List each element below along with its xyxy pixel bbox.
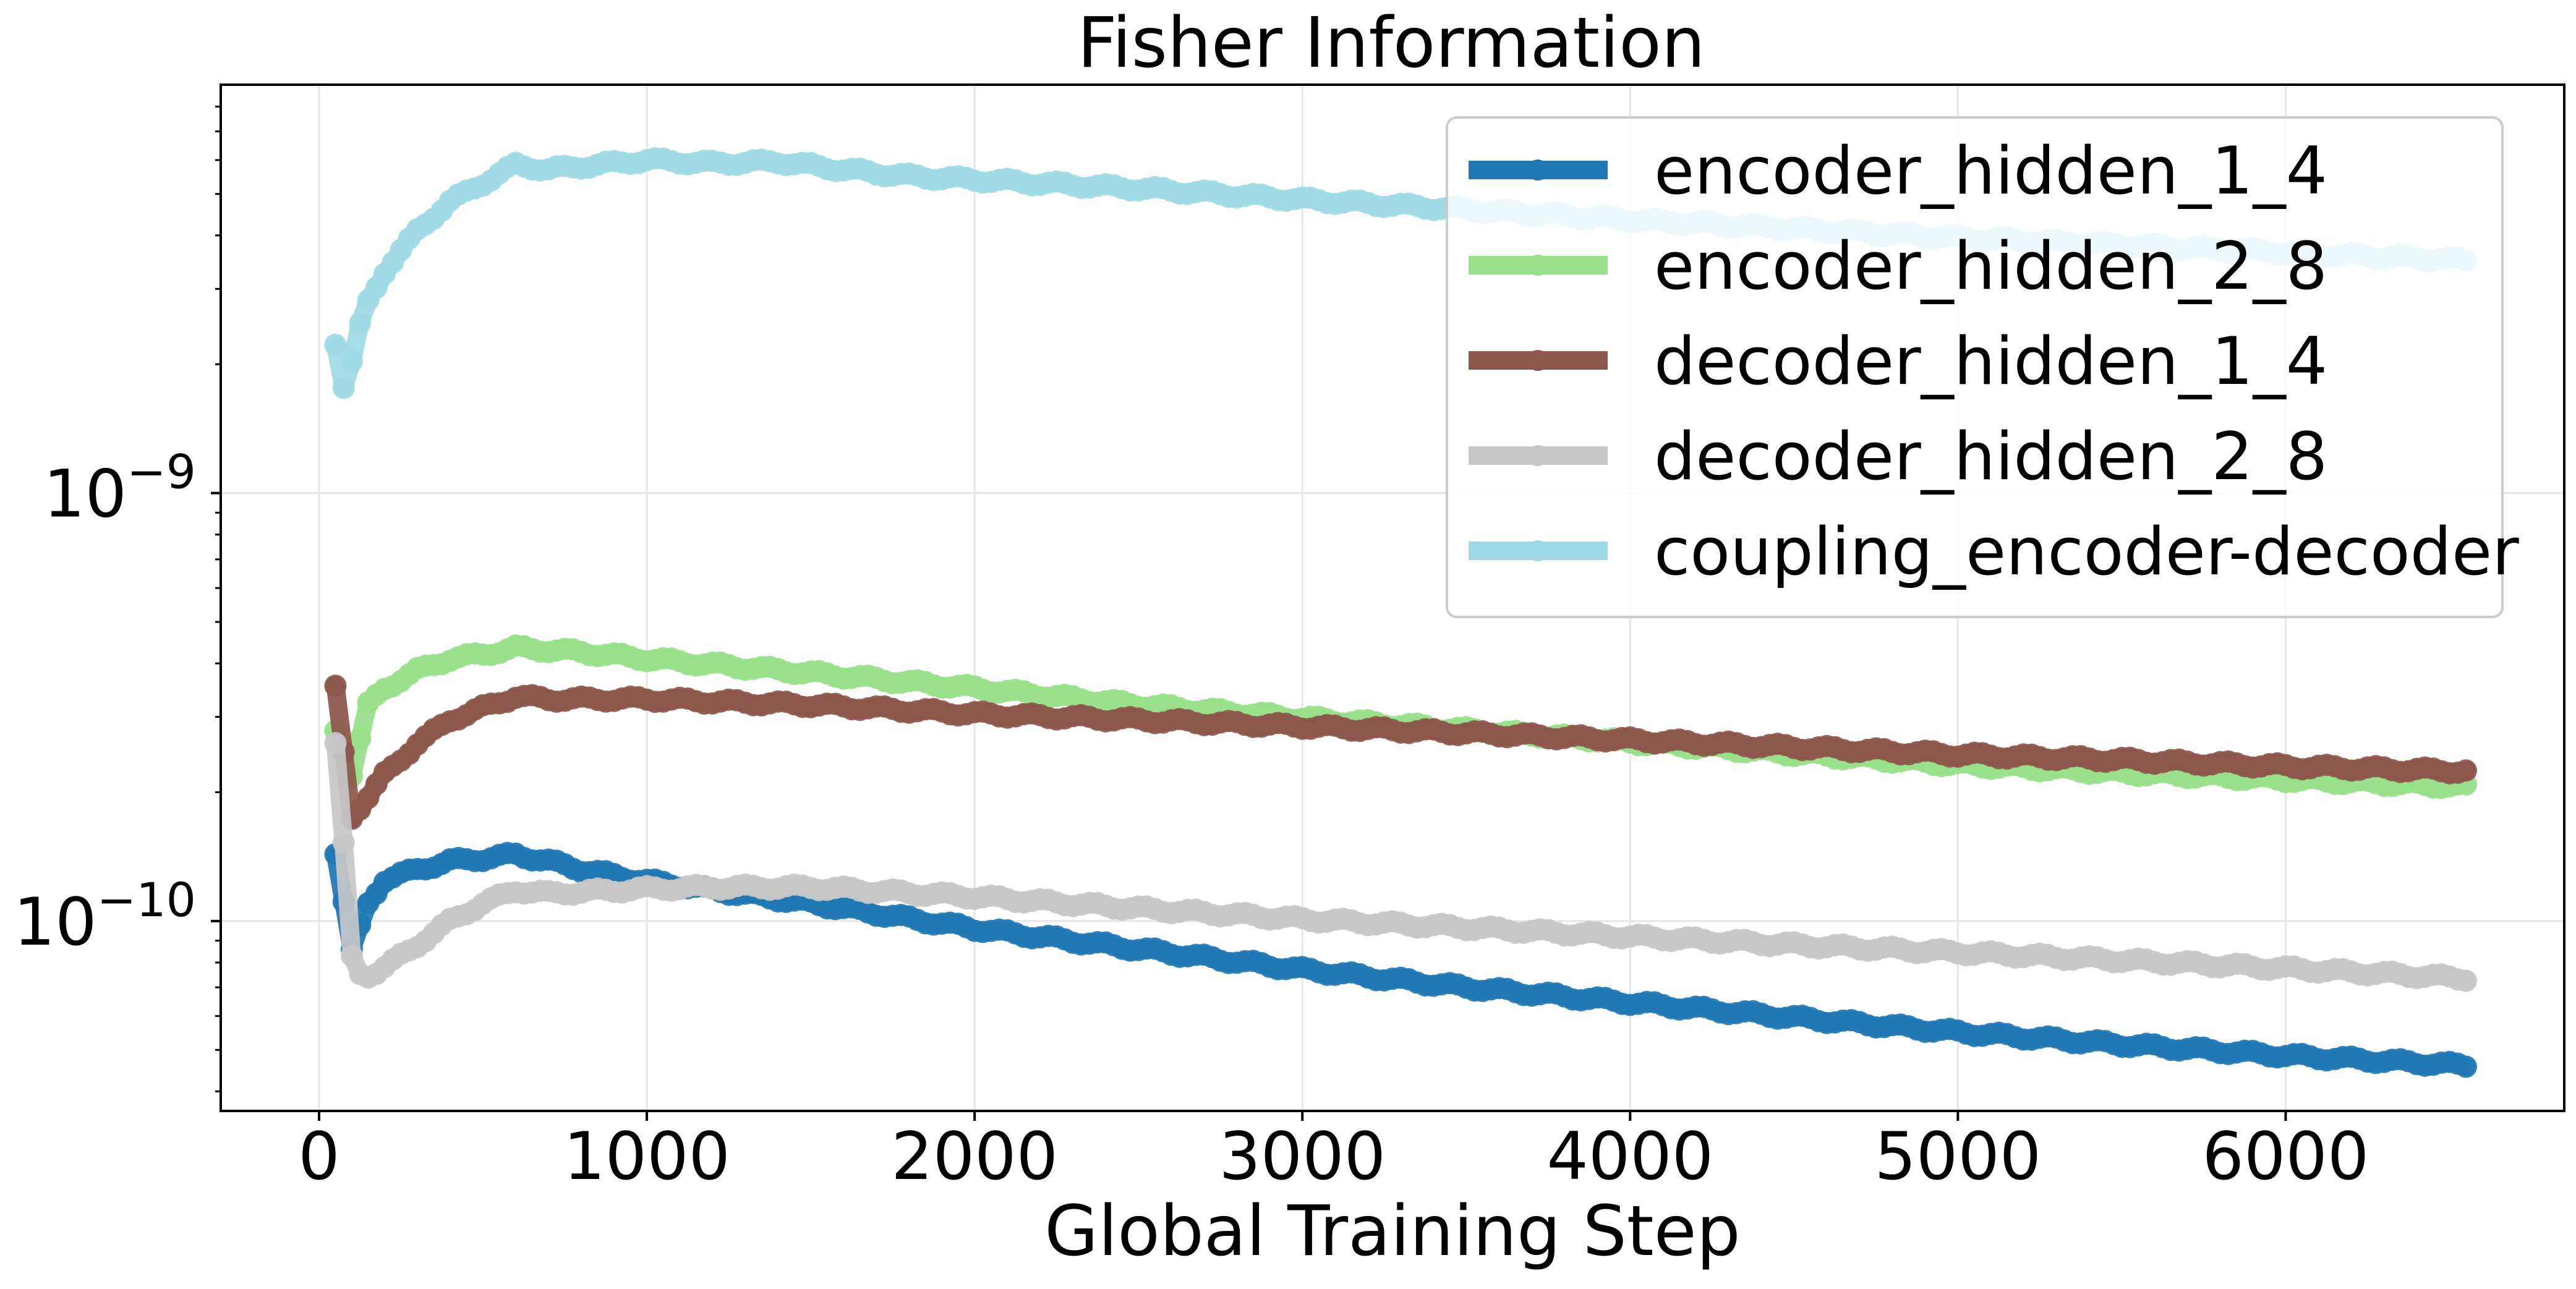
legend-item: decoder_hidden_2_8: [1469, 419, 2327, 495]
series-decoder_hidden_1_4: [324, 674, 2477, 830]
legend-swatch-marker: [1527, 445, 1548, 466]
y-tick-exponent: −9: [127, 445, 196, 500]
x-tick-label: 5000: [1874, 1118, 2041, 1194]
legend-label: encoder_hidden_1_4: [1654, 133, 2327, 209]
legend-label: encoder_hidden_2_8: [1654, 228, 2327, 304]
data-point: [341, 945, 363, 968]
legend-swatch-marker: [1527, 540, 1548, 561]
data-point: [332, 832, 355, 854]
legend-swatch-marker: [1527, 350, 1548, 371]
y-tick-label: 10−10: [14, 872, 196, 960]
legend-label: decoder_hidden_2_8: [1654, 419, 2327, 495]
x-tick-label: 6000: [2203, 1118, 2369, 1194]
legend-label: coupling_encoder-decoder: [1654, 514, 2519, 590]
data-point: [324, 732, 347, 755]
data-point: [2455, 1055, 2477, 1078]
x-tick-label: 1000: [563, 1118, 730, 1194]
data-point: [332, 376, 355, 399]
data-point: [2455, 759, 2477, 782]
data-point: [324, 333, 347, 356]
legend-box: [1446, 116, 2504, 618]
series-encoder_hidden_1_4: [324, 841, 2477, 1078]
series-decoder_hidden_2_8: [324, 732, 2477, 992]
legend-swatch-marker: [1527, 160, 1548, 181]
legend-item: encoder_hidden_2_8: [1469, 228, 2327, 304]
legend-swatch-marker: [1527, 255, 1548, 276]
legend-item: coupling_encoder-decoder: [1469, 514, 2519, 590]
data-point: [2455, 969, 2477, 992]
x-tick-label: 2000: [891, 1118, 1058, 1194]
legend-item: encoder_hidden_1_4: [1469, 133, 2327, 209]
series-layer: [324, 147, 2477, 1078]
legend-items: encoder_hidden_1_4 encoder_hidden_2_8deco…: [1469, 133, 2519, 590]
data-point: [341, 350, 363, 373]
x-tick-label: 4000: [1546, 1118, 1713, 1194]
legend-label: decoder_hidden_1_4: [1654, 323, 2327, 399]
chart-title: Fisher Information: [1077, 3, 1705, 83]
x-axis-label: Global Training Step: [1044, 1191, 1740, 1272]
y-tick-exponent: −10: [97, 872, 196, 927]
y-tick-label: 10−9: [43, 445, 196, 532]
data-point: [349, 312, 372, 334]
data-point: [324, 674, 347, 697]
plot-frame: [220, 83, 2565, 1112]
y-axis: 10−910−10: [14, 105, 221, 1092]
legend-item: decoder_hidden_1_4: [1469, 323, 2327, 399]
x-tick-label: 0: [298, 1118, 339, 1194]
y-tick-base: 10: [14, 884, 97, 960]
x-axis: 0 1000 2000 3000 4000 5000 6000: [298, 1111, 2369, 1194]
x-tick-label: 3000: [1219, 1118, 1386, 1194]
data-point: [349, 728, 372, 751]
y-tick-base: 10: [43, 456, 127, 532]
legend: encoder_hidden_1_4 encoder_hidden_2_8deco…: [1446, 116, 2519, 618]
